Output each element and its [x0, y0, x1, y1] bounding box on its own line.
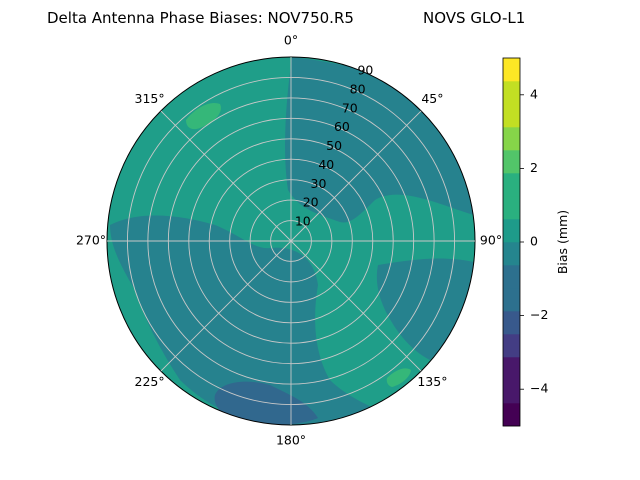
colorbar-band: [503, 334, 520, 358]
angle-label-270: 270°: [76, 233, 106, 248]
colorbar: −4 −2 0 2 4 Bias (mm): [502, 57, 570, 427]
colorbar-band: [503, 173, 520, 197]
colorbar-band: [503, 265, 520, 289]
grid-spoke-225: [160, 240, 292, 372]
radial-tick-labels: 10 20 30 40 50 60 70 80 90: [295, 63, 374, 229]
colorbar-label: Bias (mm): [555, 210, 570, 274]
colorbar-tick-label: 4: [530, 86, 538, 101]
colorbar-band: [503, 150, 520, 174]
radial-label-10: 10: [295, 214, 311, 229]
colorbar-tick-label: −4: [530, 381, 548, 396]
radial-label-70: 70: [342, 100, 358, 115]
colorbar-band: [503, 311, 520, 335]
chart-title-right: NOVS GLO-L1: [423, 9, 525, 27]
grid-spoke-135: [290, 240, 422, 372]
angle-label-315: 315°: [135, 91, 165, 106]
angle-label-225: 225°: [135, 374, 165, 389]
radial-label-90: 90: [357, 63, 373, 78]
angle-label-0: 0°: [284, 33, 298, 48]
polar-grid: [107, 57, 475, 425]
colorbar-tick-label: 0: [530, 234, 538, 249]
colorbar-band: [503, 242, 520, 266]
colorbar-band: [503, 403, 520, 427]
radial-label-40: 40: [318, 157, 334, 172]
colorbar-band: [503, 196, 520, 220]
angle-label-45: 45°: [421, 91, 443, 106]
chart-title-left: Delta Antenna Phase Biases: NOV750.R5: [47, 9, 354, 27]
colorbar-tick-label: −2: [530, 307, 548, 322]
colorbar-band: [503, 127, 520, 151]
angle-label-90: 90°: [480, 233, 502, 248]
colorbar-band: [503, 288, 520, 312]
radial-label-60: 60: [334, 119, 350, 134]
grid-spoke-45: [290, 110, 422, 242]
angle-label-180: 180°: [276, 433, 306, 448]
angle-label-135: 135°: [417, 374, 447, 389]
colorbar-tick-label: 2: [530, 160, 538, 175]
colorbar-band: [503, 81, 520, 105]
grid-spoke-315: [160, 110, 292, 242]
colorbar-band: [503, 58, 520, 82]
contour-negative-southwest: [110, 215, 400, 425]
colorbar-band: [503, 357, 520, 381]
radial-label-20: 20: [303, 195, 319, 210]
contour-negative-east: [285, 57, 475, 223]
colorbar-band: [503, 380, 520, 404]
angle-tick-labels: 0° 45° 90° 135° 180° 225° 270° 315°: [76, 33, 502, 448]
radial-label-30: 30: [311, 176, 327, 191]
radial-label-50: 50: [326, 138, 342, 153]
colorbar-band: [503, 104, 520, 128]
contour-negative-south: [214, 381, 318, 425]
colorbar-band: [503, 219, 520, 243]
polar-plot: 0° 45° 90° 135° 180° 225° 270° 315° 10 20 30 40 50 6…: [76, 33, 502, 448]
colorbar-ticks: −4 −2 0 2 4: [520, 86, 548, 396]
contour-positive-southeast: [386, 368, 411, 387]
radial-label-80: 80: [350, 81, 366, 96]
contour-positive-northwest: [186, 102, 221, 130]
